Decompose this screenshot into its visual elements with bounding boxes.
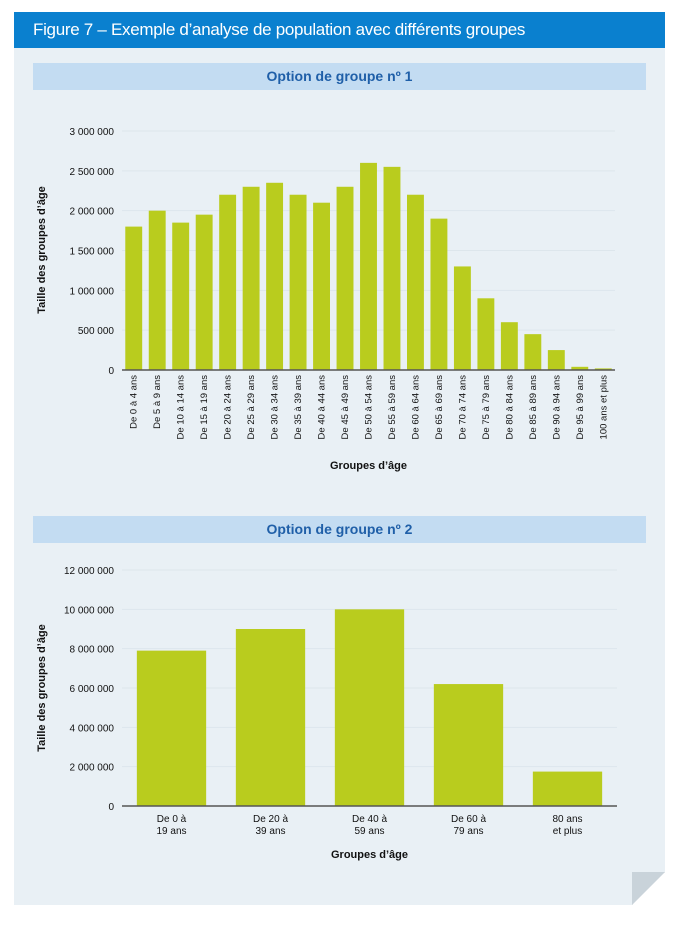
x-tick-label: De 30 à 34 ans (270, 375, 281, 440)
bar (430, 218, 448, 370)
x-tick-label: De 85 à 89 ans (528, 375, 539, 440)
x-tick-label: De 15 à 19 ans (199, 375, 210, 440)
bar (571, 366, 589, 370)
y-tick-label: 10 000 000 (64, 605, 114, 616)
y-tick-label: 1 500 000 (70, 247, 115, 258)
x-axis-title: Groupes d’âge (330, 460, 407, 472)
x-tick-label: De 5 à 9 ans (152, 375, 163, 429)
x-tick-label: De 65 à 69 ans (434, 375, 445, 440)
y-tick-label: 1 000 000 (70, 286, 115, 297)
x-tick-label: De 25 à 29 ans (246, 375, 257, 440)
x-tick-label: De 20 à 24 ans (223, 375, 234, 440)
bar (289, 194, 307, 370)
x-tick-label: De 50 à 54 ans (364, 375, 375, 440)
bar (195, 214, 213, 370)
x-axis-title: Groupes d’âge (331, 849, 408, 861)
y-tick-label: 6 000 000 (70, 684, 115, 695)
x-tick-label: 79 ans (453, 826, 483, 837)
bar (336, 186, 354, 370)
x-tick-label: De 60 à 64 ans (410, 375, 421, 440)
x-tick-label: 39 ans (255, 826, 285, 837)
bar (125, 226, 143, 370)
x-tick-label: De 40 à (352, 814, 387, 825)
y-tick-label: 0 (108, 802, 114, 813)
y-tick-label: 3 000 000 (70, 127, 115, 138)
x-tick-label: De 10 à 14 ans (176, 375, 187, 440)
figure-title: Figure 7 – Exemple d’analyse de populati… (14, 12, 665, 48)
chart-1-title: Option de groupe nº 1 (33, 63, 646, 90)
chart-2-title: Option de groupe nº 2 (33, 516, 646, 543)
x-tick-label: 80 ans (552, 814, 582, 825)
x-tick-label: De 90 à 94 ans (551, 375, 562, 440)
x-tick-label: De 40 à 44 ans (317, 375, 328, 440)
x-tick-label: De 35 à 39 ans (293, 375, 304, 440)
x-tick-label: De 80 à 84 ans (504, 375, 515, 440)
bar (500, 322, 518, 370)
y-axis-title: Taille des groupes d’âge (36, 186, 48, 314)
bar (477, 298, 495, 370)
x-tick-label: De 55 à 59 ans (387, 375, 398, 440)
bar (313, 202, 330, 370)
bar (235, 629, 306, 806)
x-tick-label: De 75 à 79 ans (481, 375, 492, 440)
y-axis-title: Taille des groupes d’âge (36, 624, 48, 752)
bar (219, 194, 237, 370)
x-tick-label: De 0 à 4 ans (129, 375, 140, 429)
x-tick-label: De 95 à 99 ans (575, 375, 586, 440)
bar (360, 162, 377, 370)
y-tick-label: 2 000 000 (70, 207, 115, 218)
bar (266, 182, 284, 370)
x-tick-label: De 20 à (253, 814, 288, 825)
bar (383, 166, 401, 370)
bar (594, 368, 612, 370)
bar (532, 771, 603, 806)
bar (524, 334, 542, 370)
bar (547, 350, 565, 370)
bar (172, 222, 190, 370)
bar (148, 210, 166, 370)
x-tick-label: et plus (553, 826, 582, 837)
x-tick-label: De 60 à (451, 814, 486, 825)
y-tick-label: 2 000 000 (70, 763, 115, 774)
y-tick-label: 8 000 000 (70, 645, 115, 656)
bar (242, 186, 260, 370)
y-tick-label: 500 000 (78, 326, 115, 337)
x-tick-label: 100 ans et plus (598, 375, 609, 440)
y-tick-label: 4 000 000 (70, 723, 115, 734)
bar (136, 650, 207, 806)
y-tick-label: 12 000 000 (64, 566, 114, 577)
x-tick-label: De 0 à (157, 814, 187, 825)
x-tick-label: De 45 à 49 ans (340, 375, 351, 440)
x-tick-label: 59 ans (354, 826, 384, 837)
bar (453, 266, 471, 370)
x-tick-label: De 70 à 74 ans (457, 375, 468, 440)
bar (334, 609, 405, 806)
x-tick-label: 19 ans (156, 826, 186, 837)
y-tick-label: 2 500 000 (70, 167, 115, 178)
y-tick-label: 0 (108, 366, 114, 377)
bar (433, 684, 504, 806)
bar (407, 194, 424, 370)
